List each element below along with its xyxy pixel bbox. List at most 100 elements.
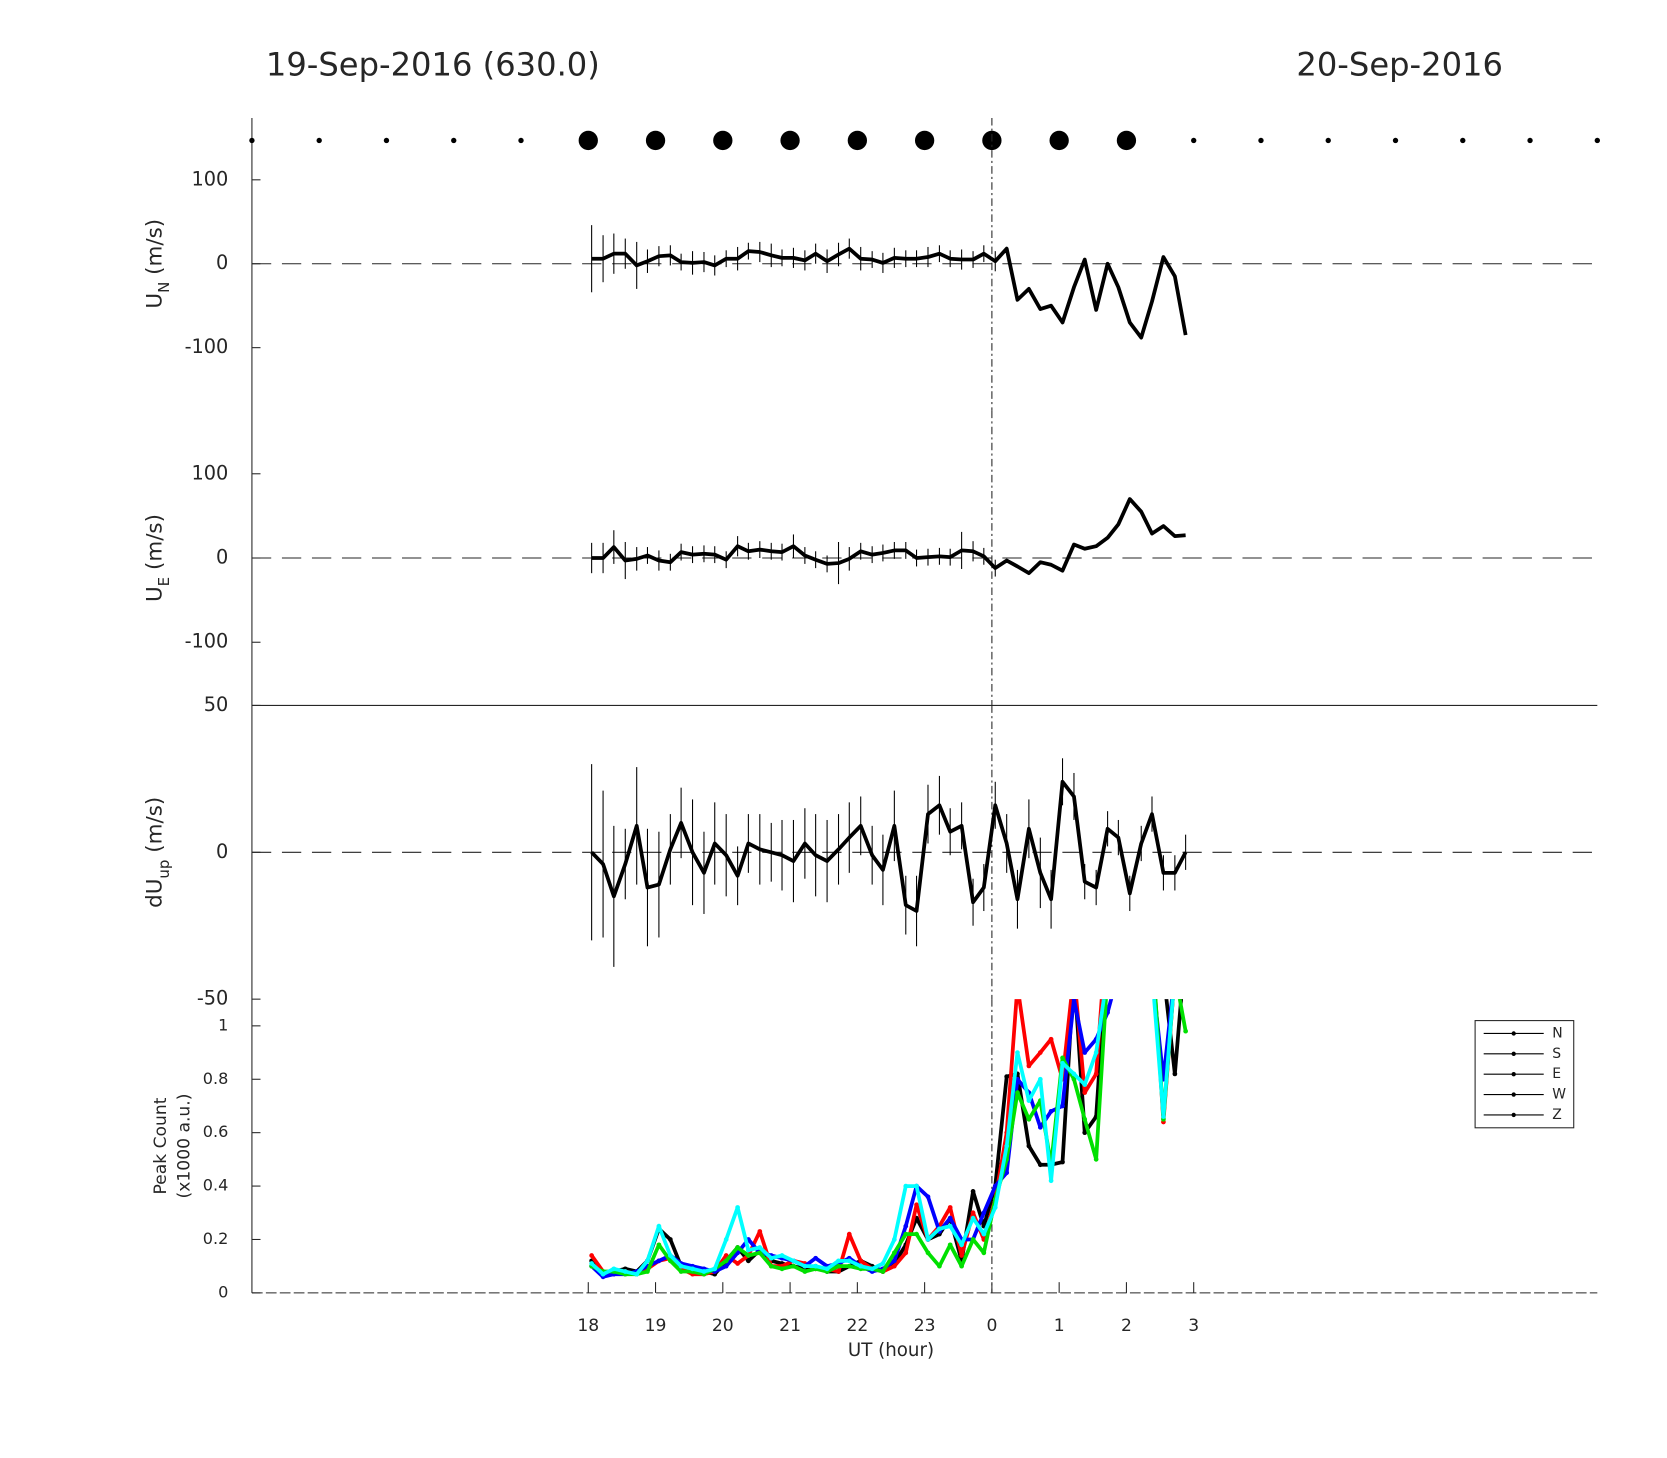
point xyxy=(891,1237,897,1242)
point xyxy=(1015,983,1020,988)
point xyxy=(992,1205,998,1210)
y-tick-label: 0.6 xyxy=(203,1122,229,1141)
point xyxy=(880,1269,886,1274)
y-tick-label: 50 xyxy=(204,693,229,716)
legend-marker xyxy=(1511,1112,1516,1118)
point xyxy=(947,1242,953,1248)
y-tick-label: 0 xyxy=(216,251,228,274)
point xyxy=(690,1266,695,1272)
point xyxy=(757,1245,763,1250)
point xyxy=(813,1255,819,1261)
point xyxy=(723,1258,729,1264)
point xyxy=(1071,999,1077,1002)
y-axis-label: Peak Count xyxy=(151,1097,171,1194)
point xyxy=(903,1183,909,1189)
point xyxy=(1037,1162,1043,1168)
x-tick-label: 20 xyxy=(712,1316,734,1336)
point xyxy=(846,1263,852,1269)
point xyxy=(925,1194,931,1200)
legend-label: E xyxy=(1552,1066,1561,1082)
point xyxy=(667,1237,673,1242)
point xyxy=(1026,1116,1032,1122)
y-tick-label: 100 xyxy=(192,167,229,190)
point xyxy=(1093,1157,1099,1162)
point xyxy=(891,1263,897,1269)
point xyxy=(645,1269,650,1274)
y-axis-label: UN (m/s) xyxy=(142,219,172,309)
point xyxy=(1048,1178,1054,1184)
point xyxy=(589,1253,594,1258)
point xyxy=(802,1269,808,1274)
point xyxy=(735,1245,740,1250)
y-axis-label-unit: (m/s) xyxy=(142,797,167,860)
point xyxy=(1037,1076,1043,1082)
point xyxy=(836,1258,841,1264)
point xyxy=(667,1253,673,1258)
point xyxy=(1105,970,1110,975)
point xyxy=(1116,943,1121,948)
legend-marker xyxy=(1511,1031,1516,1036)
plot-area xyxy=(591,497,1186,576)
y-tick-label: 0 xyxy=(216,840,228,863)
point xyxy=(1072,970,1077,975)
legend-marker xyxy=(1511,1072,1516,1077)
point xyxy=(634,1271,640,1277)
y-axis-label-unit: (m/s) xyxy=(142,514,167,577)
x-axis-label: UT (hour) xyxy=(848,1340,934,1361)
point xyxy=(1127,943,1132,948)
x-tick-label: 0 xyxy=(986,1316,997,1336)
data-line xyxy=(590,999,1184,1277)
marker xyxy=(1116,130,1137,151)
point xyxy=(1093,1071,1099,1077)
title-right: 20-Sep-2016 xyxy=(1296,45,1503,83)
point xyxy=(746,1253,751,1258)
marker xyxy=(645,130,666,151)
point xyxy=(1183,943,1188,948)
point xyxy=(1004,1170,1010,1176)
marker xyxy=(847,130,868,151)
point xyxy=(768,1263,774,1269)
point xyxy=(1015,1050,1020,1055)
point xyxy=(891,1258,897,1264)
point xyxy=(925,1237,931,1242)
point xyxy=(1071,1076,1077,1082)
point xyxy=(656,1258,662,1264)
point xyxy=(824,1266,830,1272)
point xyxy=(1082,1050,1088,1055)
point xyxy=(1004,1143,1010,1149)
legend-label: S xyxy=(1552,1046,1561,1062)
point xyxy=(1060,1060,1065,1066)
point xyxy=(600,1271,606,1277)
point xyxy=(1161,970,1166,975)
point xyxy=(791,1263,796,1269)
marker xyxy=(249,137,255,144)
point xyxy=(937,1226,942,1232)
point xyxy=(858,1263,864,1269)
plot-area xyxy=(589,917,1188,1280)
y-tick-label: 0.2 xyxy=(203,1229,229,1248)
point xyxy=(1037,1124,1043,1130)
point xyxy=(1173,970,1178,975)
point xyxy=(645,1258,650,1264)
point xyxy=(1082,1130,1088,1136)
point xyxy=(1139,970,1144,975)
point xyxy=(667,1258,673,1264)
marker xyxy=(518,137,524,144)
point xyxy=(937,1263,942,1269)
point xyxy=(1071,1071,1077,1077)
point xyxy=(1127,943,1132,948)
data-line xyxy=(590,779,1188,913)
point xyxy=(1026,1098,1032,1103)
point xyxy=(1173,970,1178,975)
point xyxy=(723,1263,729,1269)
point xyxy=(656,1242,662,1248)
point xyxy=(701,1269,707,1274)
y-tick-label: 0 xyxy=(218,1282,228,1301)
point xyxy=(1105,917,1110,922)
point xyxy=(1037,1050,1043,1055)
point xyxy=(757,1250,763,1256)
plot-area xyxy=(590,779,1188,913)
point xyxy=(1127,943,1132,948)
point xyxy=(1183,943,1188,948)
data-line xyxy=(591,497,1186,576)
